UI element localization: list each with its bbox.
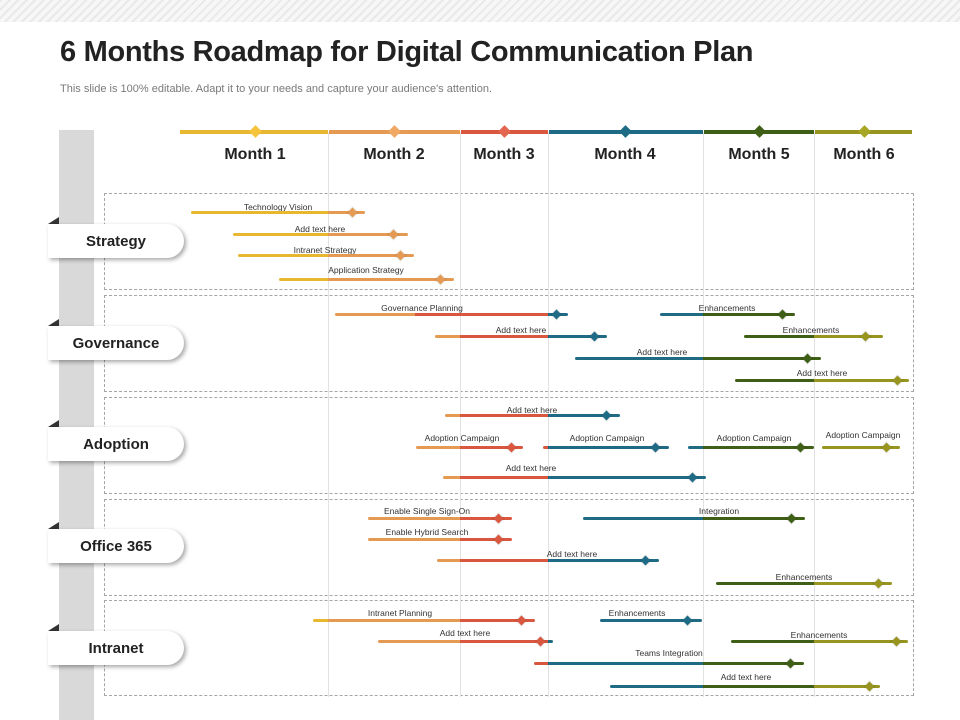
month-3-label: Month 3 xyxy=(473,146,535,163)
task-bar xyxy=(610,685,880,688)
task-label: Governance Planning xyxy=(381,303,463,313)
month-2-marker xyxy=(388,125,401,138)
task-label: Enable Single Sign-On xyxy=(383,506,471,516)
task-label: Enhancements xyxy=(698,303,756,313)
task-bar xyxy=(660,313,795,316)
task-label: Intranet Planning xyxy=(367,608,433,618)
category-label-adoption: Adoption xyxy=(48,427,184,461)
task-label: Add text here xyxy=(720,672,772,682)
month-5-label: Month 5 xyxy=(728,146,790,163)
task-label: Teams Integration xyxy=(635,648,703,658)
top-decorative-strip xyxy=(0,0,960,22)
month-6-label: Month 6 xyxy=(833,146,895,163)
task-bar xyxy=(822,446,900,449)
month-6-marker xyxy=(858,125,871,138)
task-label: Adoption Campaign xyxy=(825,430,901,440)
task-label: Add text here xyxy=(506,405,558,415)
task-label: Enhancements xyxy=(790,630,848,640)
task-bar xyxy=(735,379,909,382)
page-subtitle: This slide is 100% editable. Adapt it to… xyxy=(60,83,492,95)
task-label: Adoption Campaign xyxy=(716,433,792,443)
task-label: Intranet Strategy xyxy=(293,245,357,255)
task-bar xyxy=(731,640,908,643)
month-3-marker xyxy=(498,125,511,138)
intranet-band xyxy=(104,600,914,696)
office365-band xyxy=(104,499,914,596)
task-bar xyxy=(688,446,814,449)
strategy-band xyxy=(104,193,914,290)
month-divider xyxy=(328,132,329,697)
governance-band xyxy=(104,295,914,392)
task-bar xyxy=(233,233,408,236)
task-label: Technology Vision xyxy=(243,202,313,212)
intranet-tab xyxy=(48,624,59,631)
task-bar xyxy=(191,211,365,214)
task-bar xyxy=(600,619,702,622)
adoption-tab xyxy=(48,420,59,427)
task-label: Application Strategy xyxy=(328,265,404,275)
task-bar xyxy=(583,517,805,520)
task-bar xyxy=(279,278,454,281)
task-label: Add text here xyxy=(495,325,547,335)
task-label: Enhancements xyxy=(608,608,666,618)
task-bar xyxy=(534,662,804,665)
category-label-governance: Governance xyxy=(48,326,184,360)
task-bar xyxy=(368,517,512,520)
task-label: Adoption Campaign xyxy=(424,433,500,443)
task-bar xyxy=(238,254,414,257)
month-1-label: Month 1 xyxy=(224,146,286,163)
task-label: Add text here xyxy=(796,368,848,378)
task-label: Enhancements xyxy=(775,572,833,582)
task-bar xyxy=(368,538,512,541)
governance-tab xyxy=(48,319,59,326)
page-title: 6 Months Roadmap for Digital Communicati… xyxy=(60,36,754,68)
month-2-label: Month 2 xyxy=(363,146,425,163)
strategy-tab xyxy=(48,217,59,224)
month-divider xyxy=(814,132,815,697)
task-bar xyxy=(437,559,659,562)
task-bar xyxy=(435,335,607,338)
task-label: Enable Hybrid Search xyxy=(385,527,469,537)
task-label: Adoption Campaign xyxy=(569,433,645,443)
month-divider xyxy=(703,132,704,697)
task-label: Enhancements xyxy=(782,325,840,335)
task-label: Add text here xyxy=(636,347,688,357)
task-bar xyxy=(416,446,523,449)
category-label-intranet: Intranet xyxy=(48,631,184,665)
task-bar xyxy=(716,582,892,585)
category-label-office365: Office 365 xyxy=(48,529,184,563)
task-bar xyxy=(378,640,553,643)
task-bar xyxy=(744,335,883,338)
month-4-marker xyxy=(619,125,632,138)
task-label: Add text here xyxy=(439,628,491,638)
task-label: Add text here xyxy=(546,549,598,559)
task-bar xyxy=(575,357,821,360)
task-label: Integration xyxy=(698,506,740,516)
month-5-marker xyxy=(753,125,766,138)
task-bar xyxy=(543,446,669,449)
office365-tab xyxy=(48,522,59,529)
task-bar xyxy=(335,313,568,316)
task-label: Add text here xyxy=(505,463,557,473)
month-4-label: Month 4 xyxy=(594,146,656,163)
month-1-marker xyxy=(249,125,262,138)
category-label-strategy: Strategy xyxy=(48,224,184,258)
task-bar xyxy=(313,619,535,622)
task-label: Add text here xyxy=(294,224,346,234)
task-bar xyxy=(445,414,620,417)
task-bar xyxy=(443,476,706,479)
